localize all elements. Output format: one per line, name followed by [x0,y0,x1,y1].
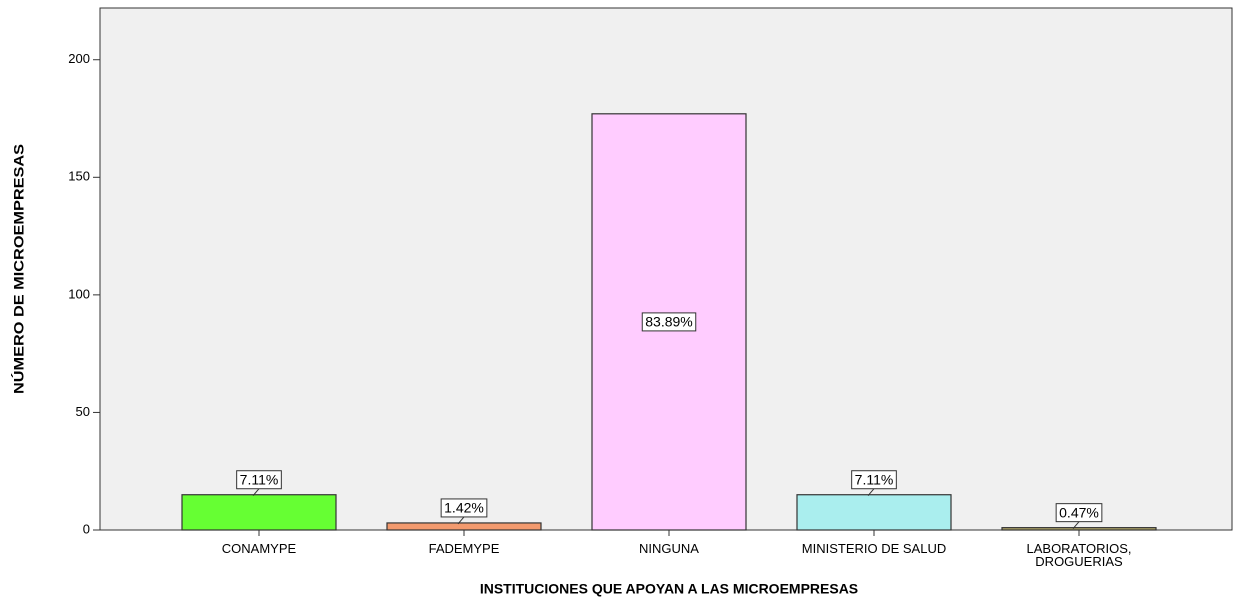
x-axis-title: INSTITUCIONES QUE APOYAN A LAS MICROEMPR… [480,581,858,597]
x-tick-label: LABORATORIOS, DROGUERIAS [1026,541,1132,569]
x-tick-label: MINISTERIO DE SALUD [801,541,947,556]
y-tick-label: 100 [68,286,90,301]
data-label: 7.11% [240,471,279,487]
label-box [641,312,697,332]
y-tick-label: 150 [68,169,90,184]
bar [181,494,337,531]
y-tick-label: 0 [83,521,90,536]
label-box [1055,503,1103,523]
bar [1001,527,1157,531]
data-label: 0.47% [1059,504,1099,520]
data-label: 83.89% [645,314,692,330]
label-box [440,498,488,518]
label-leader [457,516,465,525]
label-leader [252,488,260,497]
data-label: 7.11% [855,471,894,487]
y-tick-label: 50 [76,404,90,419]
label-box [236,470,282,490]
label-leader [867,488,875,497]
y-tick-label: 200 [68,51,90,66]
data-label: 1.42% [444,500,484,516]
x-tick-label: NINGUNA [639,541,699,556]
bar [796,494,952,531]
bar [386,522,542,531]
y-axis-title: NÚMERO DE MICROEMPRESAS [10,144,27,394]
x-tick-label: FADEMYPE [428,541,500,556]
x-tick-label: CONAMYPE [221,541,297,556]
label-box [851,470,897,490]
label-leader [1072,521,1080,529]
